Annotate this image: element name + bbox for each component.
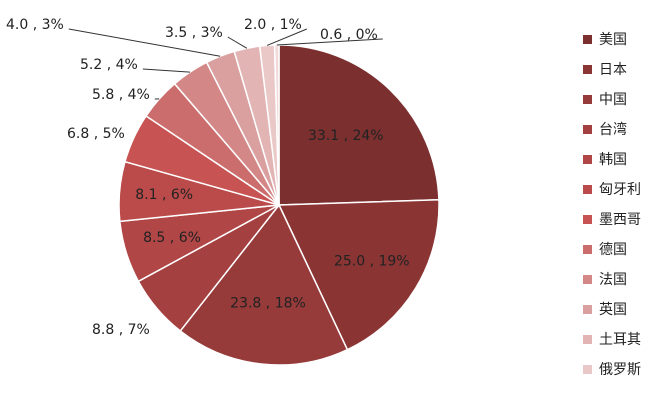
data-label: 33.1 , 24% bbox=[308, 128, 384, 144]
legend-swatch bbox=[583, 35, 592, 44]
legend-swatch bbox=[583, 335, 592, 344]
data-label: 3.5 , 3% bbox=[165, 25, 223, 41]
data-label: 23.8 , 18% bbox=[230, 296, 306, 312]
pie-slice bbox=[279, 45, 439, 205]
legend-label: 土耳其 bbox=[599, 332, 641, 348]
data-label: 25.0 , 19% bbox=[334, 254, 410, 270]
pie-slices bbox=[119, 45, 439, 365]
legend-swatch bbox=[583, 95, 592, 104]
legend-swatch bbox=[583, 125, 592, 134]
legend-label: 墨西哥 bbox=[599, 212, 641, 228]
legend-swatch bbox=[583, 65, 592, 74]
legend-label: 匈牙利 bbox=[599, 182, 641, 198]
data-label: 0.6 , 0% bbox=[320, 27, 378, 43]
data-label: 8.8 , 7% bbox=[92, 322, 150, 338]
legend-label: 日本 bbox=[599, 62, 627, 78]
legend-swatch bbox=[583, 275, 592, 284]
legend-label: 俄罗斯 bbox=[599, 362, 641, 378]
legend-label: 台湾 bbox=[599, 121, 627, 138]
legend-label: 法国 bbox=[599, 272, 627, 288]
legend-swatch bbox=[583, 215, 592, 224]
legend-swatch bbox=[583, 155, 592, 164]
data-label: 5.8 , 4% bbox=[92, 87, 150, 103]
legend-label: 中国 bbox=[599, 92, 627, 108]
legend-label: 韩国 bbox=[599, 152, 627, 168]
data-label: 8.5 , 6% bbox=[143, 230, 201, 246]
legend-swatch bbox=[583, 365, 592, 374]
data-label: 6.8 , 5% bbox=[67, 126, 125, 142]
legend-label: 美国 bbox=[599, 32, 627, 48]
legend-swatch bbox=[583, 305, 592, 314]
data-label: 2.0 , 1% bbox=[244, 17, 302, 33]
data-label: 4.0 , 3% bbox=[6, 17, 64, 33]
data-label: 8.1 , 6% bbox=[135, 187, 193, 203]
legend-swatch bbox=[583, 245, 592, 254]
legend-label: 德国 bbox=[599, 242, 627, 258]
leader-line bbox=[228, 37, 247, 48]
leader-line bbox=[143, 69, 190, 72]
data-label: 5.2 , 4% bbox=[80, 57, 138, 73]
legend-label: 英国 bbox=[599, 301, 627, 318]
legend-swatch bbox=[583, 185, 592, 194]
